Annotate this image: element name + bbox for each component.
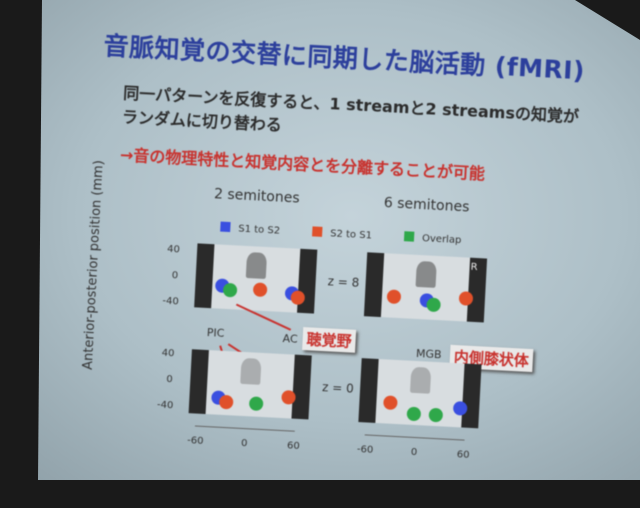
x-tick: 0 — [410, 446, 418, 459]
legend-label: S1 to S2 — [238, 223, 281, 237]
column-title-2-semitones: 2 semitones — [213, 186, 301, 207]
legend-swatch-red — [312, 226, 323, 237]
y-tick: 40 — [161, 347, 175, 360]
legend-s2-to-s1: S2 to S1 — [312, 226, 372, 241]
y-tick: 0 — [166, 373, 173, 386]
projected-slide: 音脈知覚の交替に同期した脳活動 (fMRI) 同一パターンを反復すると、1 st… — [38, 0, 640, 480]
brain-panel-6st-z8: R — [363, 252, 488, 323]
y-axis-label: Anterior-posterior position (mm) — [80, 159, 107, 371]
slide-title: 音脈知覚の交替に同期した脳活動 (fMRI) — [102, 31, 586, 86]
orientation-label: R — [470, 261, 478, 274]
legend-swatch-green — [403, 231, 415, 242]
conclusion-line: →音の物理特性と知覚内容とを分離することが可能 — [119, 145, 486, 184]
legend-s1-to-s2: S1 to S2 — [220, 221, 281, 237]
slice-label-z0: z = 0 — [321, 380, 355, 396]
label-ac: AC — [282, 331, 298, 346]
column-title-6-semitones: 6 semitones — [383, 195, 470, 216]
x-tick: -60 — [186, 435, 204, 447]
x-tick: 60 — [286, 440, 301, 453]
legend-swatch-blue — [220, 221, 231, 233]
legend-label: S2 to S1 — [329, 228, 373, 242]
y-tick: 40 — [166, 243, 181, 256]
callout-auditory-cortex: 聴覚野 — [302, 327, 357, 353]
slice-label-z8: z = 8 — [327, 274, 360, 290]
brain-panel-6st-z0 — [358, 358, 482, 429]
label-mgb: MGB — [415, 346, 442, 362]
x-tick: 0 — [240, 437, 248, 450]
x-tick: -60 — [356, 444, 374, 456]
y-tick: -40 — [156, 399, 174, 412]
label-pic: PIC — [206, 326, 225, 340]
x-axis-right — [364, 434, 465, 441]
legend-label: Overlap — [421, 233, 462, 247]
y-tick: -40 — [162, 295, 180, 308]
legend-overlap: Overlap — [403, 231, 462, 247]
y-tick: 0 — [171, 270, 179, 282]
brain-panel-2st-z0 — [188, 349, 312, 420]
brain-panel-2st-z8 — [194, 243, 318, 314]
x-tick: 60 — [456, 449, 470, 461]
x-axis-left — [194, 425, 295, 432]
